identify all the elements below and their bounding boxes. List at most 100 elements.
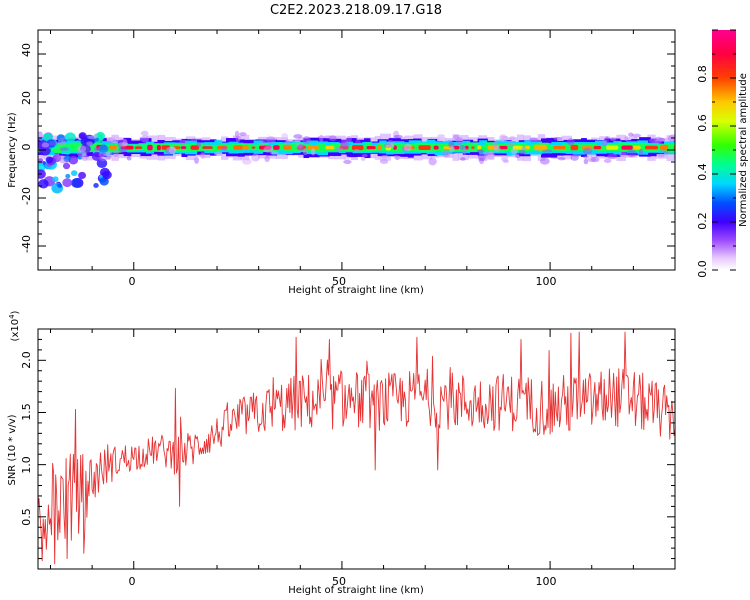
spectrogram-y-tick-neg40: -40 xyxy=(20,235,33,253)
spectrogram-x-tick-0: 0 xyxy=(129,275,136,288)
spectrogram-cell xyxy=(168,146,177,155)
spectrogram-cell xyxy=(64,132,76,143)
spectrogram-cell xyxy=(147,144,153,151)
colorbar-ticks xyxy=(712,29,736,271)
spectrogram-cell xyxy=(52,176,59,183)
spectrogram-ylabel: Frequency (Hz) xyxy=(7,112,18,188)
spectrogram-cell xyxy=(626,149,637,158)
snr-y-tick-2.0: 2.0 xyxy=(20,351,33,369)
snr-y-multiplier-end: ) xyxy=(10,310,21,314)
spectrogram-cell xyxy=(418,145,431,150)
spectrogram-cell xyxy=(638,148,644,156)
spectrogram-cell xyxy=(224,144,233,151)
spectrogram-cell xyxy=(134,146,143,149)
spectrogram-cell xyxy=(520,146,527,150)
spectrogram-cell xyxy=(284,139,290,147)
spectrogram-cell xyxy=(355,139,361,144)
spectrogram-cell xyxy=(453,134,459,141)
spectrogram-cell xyxy=(477,149,484,154)
spectrogram-cell xyxy=(325,145,335,150)
spectrogram-cell xyxy=(65,173,71,179)
spectrogram-cell xyxy=(343,159,352,165)
spectrogram-cell xyxy=(283,145,292,150)
spectrogram-cell xyxy=(328,135,337,142)
spectrogram-cell xyxy=(609,137,617,141)
spectrogram-cell xyxy=(191,138,198,142)
spectrogram-cell xyxy=(156,144,161,151)
colorbar-gradient xyxy=(712,30,736,270)
spectrogram-cell xyxy=(492,141,498,148)
spectrogram-cell xyxy=(297,143,304,152)
spectrogram-cell xyxy=(606,145,619,150)
snr-x-tick-50: 50 xyxy=(332,575,346,588)
spectrogram-cell xyxy=(539,157,550,165)
spectrogram-cell xyxy=(498,134,507,142)
spectrogram-cell xyxy=(510,148,518,155)
spectrogram-cell xyxy=(110,135,120,144)
spectrogram-cell xyxy=(302,136,311,144)
spectrogram-cell xyxy=(361,153,368,158)
spectrogram-cell xyxy=(221,146,228,151)
colorbar: 0.0 0.2 0.4 0.6 0.8 Normalized spectral … xyxy=(696,29,749,278)
spectrogram-cell xyxy=(507,142,515,147)
spectrogram-cell xyxy=(277,143,286,151)
spectrogram-cell xyxy=(582,147,593,155)
snr-frame xyxy=(37,328,676,570)
spectrogram-cell xyxy=(557,157,566,161)
snr-y-multiplier-base: (x10 xyxy=(10,319,21,342)
spectrogram-cell xyxy=(41,142,50,148)
spectrogram-cell xyxy=(542,149,553,153)
spectrogram-cell xyxy=(340,139,347,147)
spectrogram-cell xyxy=(514,154,521,159)
spectrogram-cell xyxy=(306,146,320,150)
spectrogram-cell xyxy=(208,144,221,152)
spectrogram-cell xyxy=(99,155,108,162)
spectrogram-cell xyxy=(633,145,641,150)
spectrogram-cell xyxy=(428,157,437,166)
spectrogram-cell xyxy=(442,150,451,158)
spectrogram-cell xyxy=(77,145,87,153)
spectrogram-cell xyxy=(263,145,274,153)
spectrogram-cell xyxy=(202,146,213,149)
spectrogram-cell xyxy=(433,145,439,150)
snr-ticks xyxy=(38,329,676,569)
spectrogram-cell xyxy=(56,155,65,161)
spectrogram-cell xyxy=(377,144,383,151)
spectrogram-cell xyxy=(294,138,301,143)
spectrogram-cell xyxy=(71,178,82,188)
spectrogram-cell xyxy=(553,136,563,141)
spectrogram-cell xyxy=(180,146,187,150)
spectrogram-cell xyxy=(427,143,436,153)
spectrogram-cell xyxy=(383,143,392,149)
spectrogram-cell xyxy=(180,144,193,153)
spectrogram-cell xyxy=(239,132,247,136)
spectrogram-cell xyxy=(190,145,200,150)
spectrogram-cell xyxy=(437,134,445,138)
spectrogram-cell xyxy=(59,159,70,164)
spectrogram-heatmap xyxy=(38,130,675,194)
spectrogram-cell xyxy=(415,142,422,152)
spectrogram-cell xyxy=(70,170,78,177)
spectrogram-cell xyxy=(621,145,633,150)
spectrogram-cell xyxy=(62,178,73,188)
spectrogram-cell xyxy=(593,145,602,150)
spectrogram-cell xyxy=(534,144,547,151)
spectrogram-cell xyxy=(38,132,44,139)
colorbar-tick-0.2: 0.2 xyxy=(696,212,709,230)
spectrogram-cell xyxy=(293,134,303,139)
spectrogram-cell xyxy=(59,147,69,151)
spectrogram-cell xyxy=(150,143,160,152)
spectrogram-cell xyxy=(335,146,344,151)
spectrogram-cell xyxy=(636,142,649,152)
spectrogram-cell xyxy=(179,139,187,145)
spectrogram-y-tick-40: 40 xyxy=(20,43,33,57)
spectrogram-cell xyxy=(194,156,199,164)
spectrogram-cell xyxy=(233,145,243,150)
snr-xlabel: Height of straight line (km) xyxy=(288,585,424,596)
spectrogram-cell xyxy=(526,144,534,152)
spectrogram-cell xyxy=(624,135,629,142)
spectrogram-cell xyxy=(214,151,223,157)
spectrogram-cell xyxy=(471,146,475,149)
spectrogram-cell xyxy=(234,130,240,139)
spectrogram-cell xyxy=(453,145,460,150)
